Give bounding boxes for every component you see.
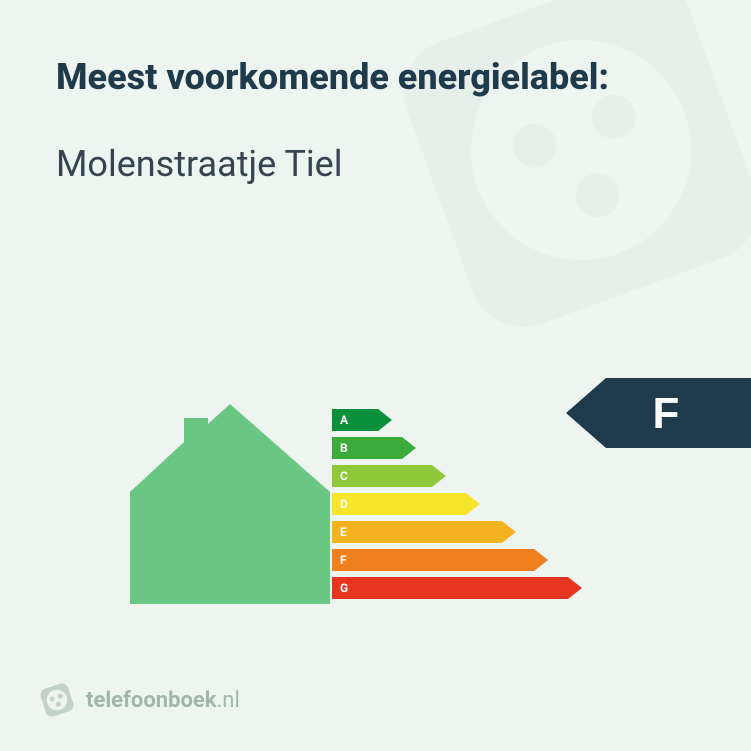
energy-bar-label: C [340,469,348,483]
energy-bar-label: A [340,413,348,427]
energy-label-chart: ABCDEFG F [170,370,730,620]
energy-bar-label: B [340,441,348,455]
energy-bar-shape [332,549,548,571]
energy-bar-shape [332,493,480,515]
card-root: Meest voorkomende energielabel: Molenstr… [0,0,751,751]
current-label-arrow: F [566,378,751,448]
footer-brand-light: .nl [217,688,240,713]
energy-bar-label: E [340,525,347,539]
energy-bar-shape [332,465,446,487]
current-label-letter: F [653,389,680,438]
footer-brand: telefoonboek.nl [86,688,240,713]
page-title: Meest voorkomende energielabel: [56,56,695,99]
footer-brand-bold: telefoonboek [86,688,217,713]
house-icon [130,404,330,604]
page-subtitle: Molenstraatje Tiel [56,143,695,185]
energy-bar-shape [332,577,582,599]
energy-bar-label: F [340,553,347,567]
footer-logo-icon [40,683,74,717]
energy-bar-label: D [340,497,348,511]
energy-bar-label: G [340,581,348,595]
energy-bar-shape [332,521,516,543]
footer: telefoonboek.nl [40,683,240,717]
